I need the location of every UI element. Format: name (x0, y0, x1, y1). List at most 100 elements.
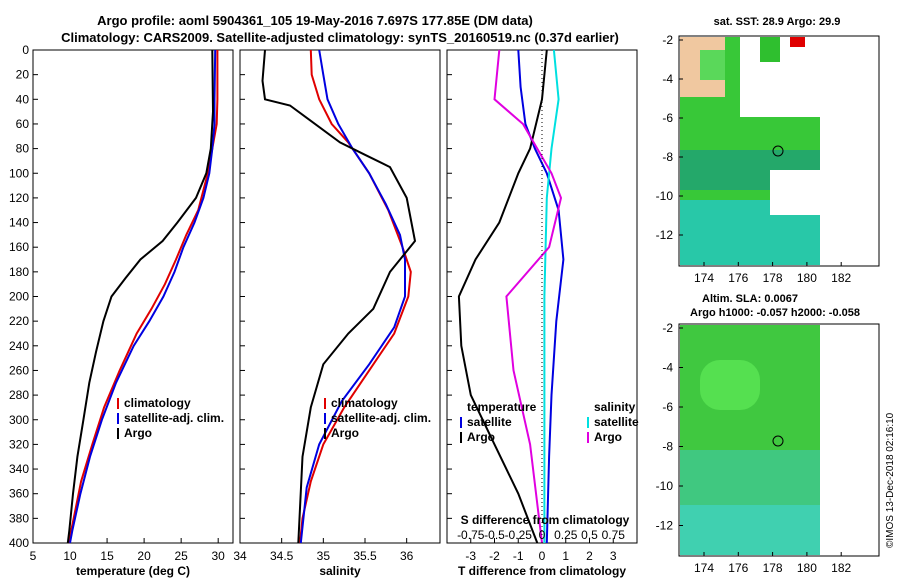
x-tick-label: 35 (317, 549, 331, 563)
map-x-tick-label: 182 (831, 561, 851, 575)
series-line-Argo (261, 49, 417, 544)
plot-frame (446, 49, 638, 544)
secondary-tick-label: -0.5 (484, 528, 505, 542)
map-y-tick-label: -6 (662, 111, 673, 125)
legend-label: climatology (331, 396, 398, 410)
legend-label: satellite (467, 415, 512, 429)
x-tick-label: -1 (513, 549, 524, 563)
x-tick-label: 34.5 (270, 549, 294, 563)
secondary-tick-label: 0.75 (602, 528, 626, 542)
map-y-tick-label: -8 (662, 150, 673, 164)
legend-label: Argo (124, 426, 152, 440)
y-tick-label: 200 (9, 290, 29, 304)
legend-label: satellite-adj. clim. (331, 411, 431, 425)
y-tick-label: 380 (9, 511, 29, 525)
x-tick-label: 20 (137, 549, 151, 563)
legend-label: satellite (594, 415, 639, 429)
y-tick-label: 20 (16, 68, 30, 82)
y-tick-label: 360 (9, 487, 29, 501)
map-x-tick-label: 176 (728, 271, 748, 285)
secondary-tick-label: 0.5 (581, 528, 598, 542)
legend-label: climatology (124, 396, 191, 410)
series-line-salinity-satellite (543, 49, 560, 543)
y-tick-label: 320 (9, 437, 29, 451)
sla-map-title-1: Altim. SLA: 0.0067 (702, 293, 798, 305)
map-x-tick-label: 174 (694, 561, 714, 575)
legend-label: satellite-adj. clim. (124, 411, 224, 425)
secondary-axis-label: S difference from climatology (461, 513, 630, 527)
x-tick-label: 35.5 (353, 549, 377, 563)
x-tick-label: 30 (212, 549, 226, 563)
legend-label: Argo (331, 426, 359, 440)
sla-map-title-2: Argo h1000: -0.057 h2000: -0.058 (690, 307, 860, 319)
map-y-tick-label: -10 (656, 189, 674, 203)
sst-map: sat. SST: 28.9 Argo: 29.9 174 176 178 180 18… (656, 16, 880, 285)
plot-frame (239, 49, 441, 544)
x-tick-label: 5 (30, 549, 37, 563)
y-tick-label: 220 (9, 314, 29, 328)
map-y-tick-label: -8 (662, 440, 673, 454)
series-line-salinity-Argo (493, 49, 563, 544)
x-tick-label: 1 (562, 549, 569, 563)
map-x-tick-label: 182 (831, 271, 851, 285)
y-tick-label: 120 (9, 191, 29, 205)
argo-location-marker-top (772, 145, 784, 157)
map-y-tick-label: -4 (662, 72, 673, 86)
title-line-1: Argo profile: aoml 5904361_105 19-May-20… (97, 13, 533, 28)
y-tick-label: 160 (9, 240, 29, 254)
y-tick-label: 180 (9, 265, 29, 279)
x-tick-label: -2 (489, 549, 500, 563)
y-tick-label: 140 (9, 216, 29, 230)
secondary-tick-label: -0.75 (457, 528, 485, 542)
series-line-Argo (66, 49, 215, 544)
legend-title-salinity: salinity (594, 400, 636, 414)
map-x-tick-label: 178 (763, 561, 783, 575)
y-tick-label: 280 (9, 388, 29, 402)
x-axis-label: salinity (319, 564, 361, 578)
argo-location-marker-bottom (772, 435, 784, 447)
secondary-tick-label: 0.25 (554, 528, 578, 542)
title-line-2: Climatology: CARS2009. Satellite-adjuste… (61, 30, 619, 45)
map-x-tick-label: 176 (728, 561, 748, 575)
legend-label: Argo (594, 430, 622, 444)
y-tick-label: 340 (9, 462, 29, 476)
map-x-tick-label: 180 (797, 271, 817, 285)
series-line-satellite-adj.-clim. (69, 49, 217, 544)
map-y-tick-label: -12 (656, 519, 674, 533)
x-tick-label: 0 (539, 549, 546, 563)
x-axis-label: T difference from climatology (458, 564, 626, 578)
y-tick-label: 300 (9, 413, 29, 427)
salinity-panel: 34 34.5 35 35.5 36 salinity climatologysatelli… (233, 49, 441, 578)
y-tick-label: 0 (22, 43, 29, 57)
y-tick-label: 400 (9, 536, 29, 550)
series-line-satellite-adj.-clim. (299, 49, 406, 544)
secondary-tick-label: -0.25 (505, 528, 533, 542)
y-tick-label: 100 (9, 166, 29, 180)
plot-frame (32, 49, 234, 544)
x-tick-label: 25 (174, 549, 188, 563)
copyright-footer: ©IMOS 13-Dec-2018 02:16:10 (885, 412, 896, 548)
temperature-panel: 0 20 40 60 80 100 120 140 160 180 200 220 240 260 280 3… (9, 43, 234, 578)
legend-title-temperature: temperature (467, 400, 537, 414)
x-tick-label: 2 (586, 549, 593, 563)
map-y-tick-label: -10 (656, 479, 674, 493)
legend-label: Argo (467, 430, 495, 444)
series-line-climatology (299, 49, 412, 544)
sla-map: Altim. SLA: 0.0067 Argo h1000: -0.057 h2… (656, 293, 880, 575)
sst-map-title: sat. SST: 28.9 Argo: 29.9 (714, 16, 841, 28)
map-y-tick-label: -2 (662, 321, 673, 335)
map-y-tick-label: -6 (662, 400, 673, 414)
map-x-tick-label: 180 (797, 561, 817, 575)
x-tick-label: 10 (63, 549, 77, 563)
y-tick-label: 240 (9, 339, 29, 353)
y-tick-label: 260 (9, 363, 29, 377)
map-y-tick-label: -4 (662, 361, 673, 375)
y-tick-label: 80 (16, 142, 30, 156)
x-axis-label: temperature (deg C) (76, 564, 190, 578)
x-tick-label: 34 (233, 549, 247, 563)
map-x-tick-label: 178 (763, 271, 783, 285)
map-y-tick-label: -2 (662, 33, 673, 47)
x-tick-label: -3 (465, 549, 476, 563)
y-tick-label: 40 (16, 92, 30, 106)
